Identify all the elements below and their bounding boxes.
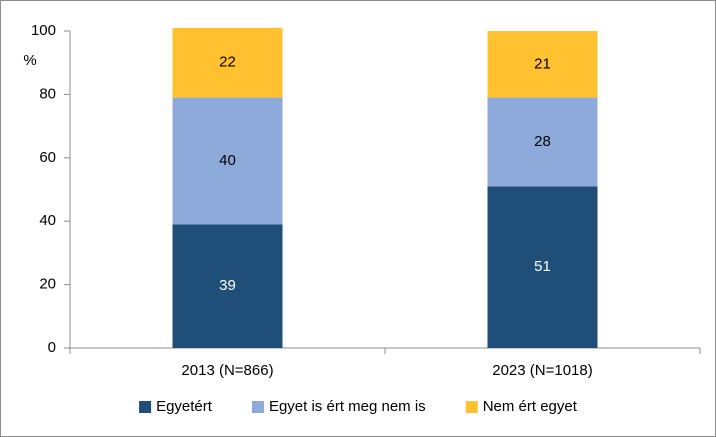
data-label: 40: [219, 152, 236, 169]
legend-swatch: [139, 401, 152, 413]
y-tick-label: 40: [39, 212, 56, 229]
data-label: 39: [219, 277, 236, 294]
bar-segment: [487, 31, 598, 98]
bar-segment: [487, 186, 598, 348]
x-tick-label: 2013 (N=866): [181, 362, 273, 379]
y-tick-label: 80: [39, 85, 56, 102]
data-label: 22: [219, 54, 236, 71]
data-label: 28: [534, 133, 551, 150]
y-tick-label: 60: [39, 149, 56, 166]
legend-label: Egyetért: [156, 398, 213, 415]
legend-label: Nem ért egyet: [483, 398, 578, 415]
y-tick-label: 20: [39, 276, 56, 293]
data-label: 21: [534, 55, 551, 72]
bar-segment: [487, 97, 598, 187]
y-tick-label: 0: [48, 339, 56, 356]
y-tick-label: 100: [31, 22, 56, 39]
y-axis-label: %: [23, 52, 36, 69]
data-label: 51: [534, 258, 551, 275]
bar-segment: [172, 97, 283, 225]
legend-label: Egyet is ért meg nem is: [269, 398, 426, 415]
legend-swatch: [465, 401, 478, 413]
bar-segment: [172, 27, 283, 98]
bar-segment: [172, 224, 283, 348]
x-tick-label: 2023 (N=1018): [492, 362, 593, 379]
legend-swatch: [251, 401, 264, 413]
